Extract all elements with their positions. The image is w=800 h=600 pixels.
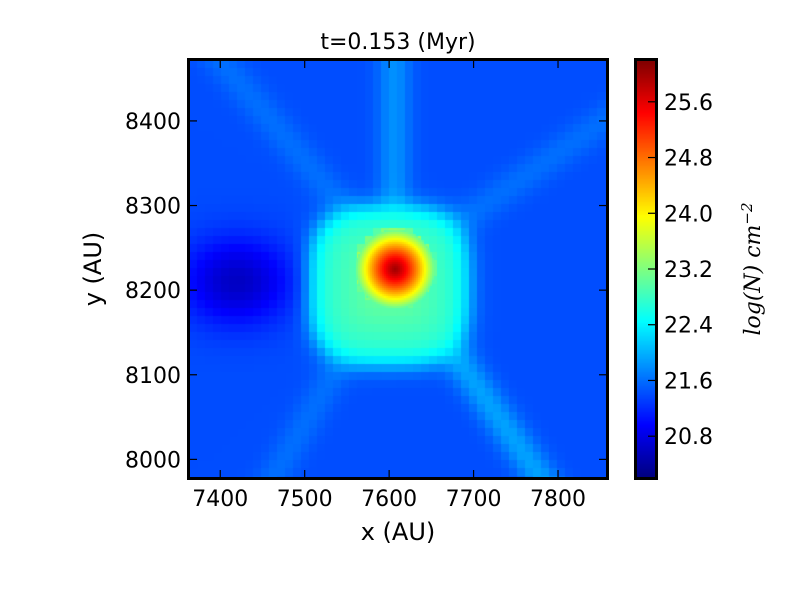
plot-title: t=0.153 (Myr)	[320, 30, 476, 55]
plot-frame	[187, 58, 609, 480]
y-axis-label: y (AU)	[79, 231, 107, 307]
colorbar-gradient	[636, 60, 656, 478]
colorbar-tick-label: 22.4	[664, 314, 713, 339]
colorbar-ticks: 20.8 21.6 22.4 23.2 24.0 24.8 25.6	[648, 91, 713, 450]
colorbar-label-exponent: −2	[737, 202, 756, 225]
y-axis-ticks: 8000 8100 8200 8300 8400	[125, 110, 607, 473]
y-tick-label: 8200	[125, 279, 181, 304]
y-tick-label: 8400	[125, 110, 181, 135]
x-tick-label: 7400	[192, 487, 248, 512]
y-tick-label: 8000	[125, 448, 181, 473]
colorbar-tick-label: 24.8	[664, 147, 713, 172]
colorbar-tick-label: 24.0	[664, 202, 713, 227]
colorbar-frame	[634, 58, 658, 480]
colorbar-tick-label: 20.8	[664, 425, 713, 450]
colorbar-tick-label: 21.6	[664, 369, 713, 394]
column-density-map	[189, 60, 607, 478]
x-axis-label: x (AU)	[360, 518, 436, 546]
colorbar-label: log(N) cm−2	[738, 202, 766, 335]
colorbar-tick-label: 23.2	[664, 258, 713, 283]
y-tick-label: 8300	[125, 195, 181, 220]
x-tick-label: 7500	[277, 487, 333, 512]
x-tick-label: 7600	[361, 487, 417, 512]
colorbar-label-base: log(N) cm	[741, 224, 767, 336]
colorbar-tick-label: 25.6	[664, 91, 713, 116]
y-tick-label: 8100	[125, 364, 181, 389]
x-tick-label: 7700	[446, 487, 502, 512]
x-axis-ticks: 7400 7500 7600 7700 7800	[192, 60, 586, 512]
x-tick-label: 7800	[530, 487, 586, 512]
